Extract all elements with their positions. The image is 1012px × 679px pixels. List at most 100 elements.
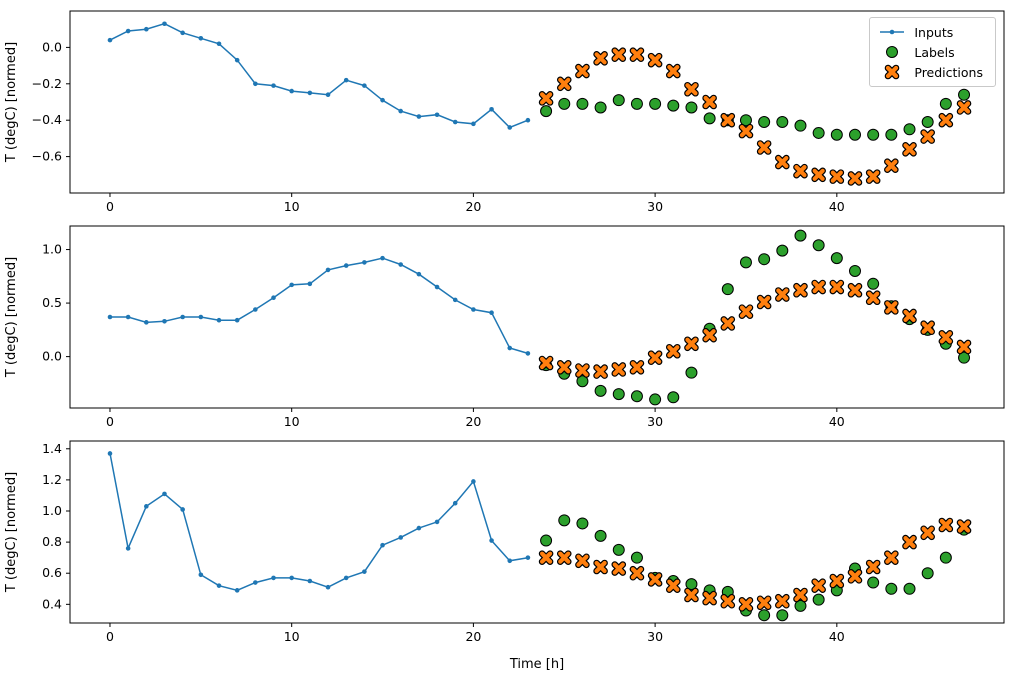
prediction-marker [939, 518, 952, 532]
legend-label: Inputs [914, 24, 954, 40]
prediction-marker [957, 101, 971, 114]
label-marker [903, 123, 916, 136]
x-tick-label: 10 [284, 414, 300, 429]
label-marker [630, 97, 643, 110]
label-marker [812, 126, 825, 139]
y-tick-label: 0.0 [42, 39, 62, 54]
label-marker [812, 239, 825, 252]
prediction-marker [921, 130, 934, 143]
prediction-marker [630, 48, 644, 61]
input-point-marker [325, 584, 331, 590]
y-tick-label: 0.8 [42, 534, 62, 549]
x-tick-label: 0 [106, 629, 114, 644]
x-tick-label: 10 [284, 629, 300, 644]
input-point-marker [216, 41, 222, 47]
label-marker [885, 582, 898, 595]
label-marker [867, 128, 880, 141]
prediction-marker [721, 114, 734, 127]
label-marker [630, 390, 643, 403]
input-point-marker [434, 519, 440, 525]
input-point-marker [434, 112, 440, 118]
label-marker [612, 543, 625, 556]
input-point-marker [525, 117, 531, 123]
label-marker [540, 534, 553, 547]
prediction-marker [649, 351, 662, 364]
label-marker [886, 46, 899, 58]
prediction-marker [576, 364, 589, 377]
prediction-marker [576, 64, 589, 78]
subplot-3-svg: 0 10 20 30 40 0.4 0.6 0.8 1.0 1.2 1.4 T (degC) [nor… [4, 440, 1005, 672]
input-point-marker [380, 97, 385, 103]
prediction-marker [630, 567, 644, 580]
input-point-marker [271, 295, 276, 301]
y-tick-label: 0.6 [42, 565, 62, 580]
input-point-marker [471, 479, 476, 484]
prediction-marker [848, 172, 862, 185]
input-point-marker [125, 314, 131, 320]
x-tick-label: 30 [647, 199, 663, 214]
label-marker [649, 97, 662, 110]
prediction-marker [667, 579, 680, 592]
prediction-marker [758, 141, 771, 154]
prediction-marker [758, 295, 771, 309]
legend-entry-labels: Labels [878, 44, 983, 60]
y-axis-label: T (degC) [normed] [4, 472, 19, 593]
subplot-2-svg: 0 10 20 30 40 0.0 0.5 1.0 T (degC) [normed] [4, 225, 1005, 429]
input-point-marker [198, 36, 204, 41]
input-point-marker [416, 525, 422, 531]
input-point-marker [525, 555, 531, 560]
label-marker [939, 97, 952, 110]
label-marker [667, 391, 680, 404]
series-labels [540, 88, 971, 141]
prediction-marker [612, 363, 625, 376]
label-marker [776, 244, 789, 257]
label-marker [667, 99, 680, 112]
label-marker [685, 578, 698, 591]
inputs-line [109, 22, 529, 129]
prediction-marker [685, 337, 698, 350]
input-point-marker [289, 282, 294, 288]
input-point-marker [452, 297, 458, 303]
prediction-marker [903, 536, 916, 549]
label-marker [576, 517, 589, 530]
prediction-marker [539, 551, 553, 564]
legend-entry-predictions: Predictions [878, 64, 983, 80]
input-point-marker [144, 26, 149, 32]
prediction-marker [885, 301, 898, 314]
plot-frame [69, 440, 1005, 624]
x-axis-label: Time [h] [509, 657, 564, 672]
prediction-marker [957, 520, 971, 533]
label-marker [685, 101, 698, 114]
label-marker [794, 119, 807, 132]
label-marker [848, 264, 861, 277]
label-marker [558, 514, 571, 527]
prediction-marker [685, 83, 698, 96]
label-marker [758, 116, 771, 129]
prediction-marker [594, 560, 607, 574]
prediction-marker [539, 356, 553, 370]
prediction-marker [649, 573, 662, 586]
x-tick-label: 0 [106, 199, 114, 214]
prediction-marker [776, 288, 789, 301]
label-marker [576, 375, 589, 388]
input-point-marker [398, 262, 404, 267]
label-marker [812, 593, 825, 606]
series-predictions [538, 279, 972, 379]
label-marker [685, 366, 698, 379]
label-marker [594, 101, 607, 114]
prediction-marker [721, 317, 734, 330]
label-marker [612, 388, 625, 401]
y-axis: 0.0 0.5 1.0 [42, 242, 70, 364]
input-point-marker [307, 578, 313, 584]
prediction-marker [939, 114, 952, 127]
input-point-marker [234, 317, 240, 323]
y-tick-label: 0.4 [42, 596, 62, 611]
input-point-marker [107, 451, 113, 456]
input-point-marker [253, 580, 258, 585]
label-marker [540, 105, 553, 118]
x-tick-label: 0 [106, 414, 114, 429]
prediction-marker [649, 54, 662, 67]
label-marker [903, 582, 916, 595]
label-marker [776, 609, 789, 622]
input-point-marker [343, 263, 349, 268]
